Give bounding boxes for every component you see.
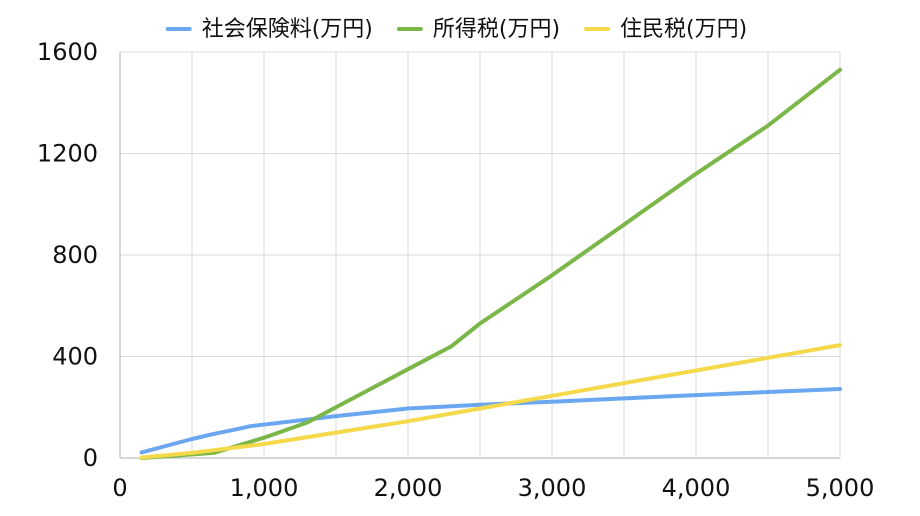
- y-tick-label: 0: [83, 444, 98, 472]
- legend-item-1: 所得税(万円): [396, 17, 560, 42]
- x-tick-label: 3,000: [518, 474, 587, 502]
- y-tick-label: 400: [52, 343, 98, 371]
- y-axis-tick-labels: 0 400 800 1200 1600: [37, 38, 98, 472]
- chart-legend: 社会保険料(万円) 所得税(万円) 住民税(万円): [165, 17, 747, 42]
- legend-item-0: 社会保険料(万円): [165, 17, 373, 42]
- y-tick-label: 1600: [37, 38, 98, 66]
- y-tick-label: 1200: [37, 140, 98, 168]
- legend-label: 住民税(万円): [620, 17, 747, 42]
- grid-lines: [120, 51, 841, 458]
- chart-axes: [119, 52, 840, 459]
- x-tick-label: 4,000: [662, 474, 731, 502]
- series-line-2: [139, 343, 842, 460]
- y-tick-label: 800: [52, 241, 98, 269]
- x-tick-label: 0: [112, 474, 127, 502]
- x-tick-label: 5,000: [806, 474, 875, 502]
- chart-series: [139, 67, 842, 460]
- x-tick-label: 1,000: [230, 474, 299, 502]
- x-tick-label: 2,000: [374, 474, 443, 502]
- series-line-0: [139, 387, 842, 455]
- x-axis-tick-labels: 0 1,000 2,000 3,000 4,000 5,000: [112, 474, 874, 502]
- legend-item-2: 住民税(万円): [584, 17, 747, 42]
- series-line-1: [139, 67, 842, 460]
- legend-label: 所得税(万円): [433, 17, 560, 42]
- legend-label: 社会保険料(万円): [202, 17, 373, 42]
